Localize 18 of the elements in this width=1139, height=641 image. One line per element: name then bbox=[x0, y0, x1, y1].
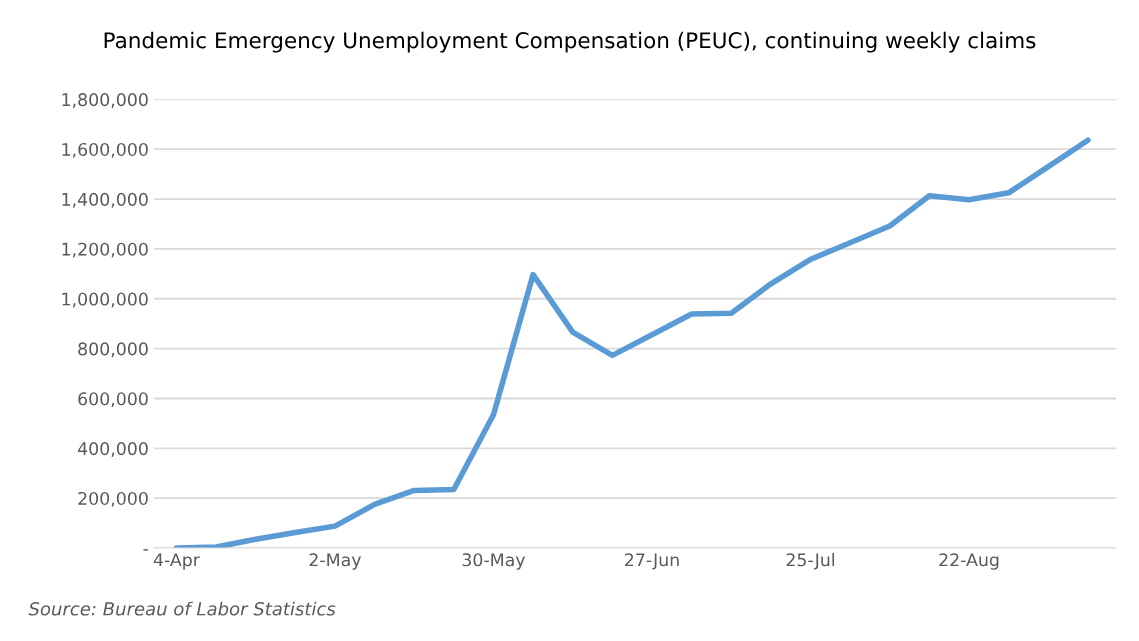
x-tick-label: 4-Apr bbox=[153, 553, 200, 570]
x-tick-label: 27-Jun bbox=[625, 553, 679, 570]
y-tick-label: 1,600,000 bbox=[62, 142, 148, 158]
y-tick-label: 1,000,000 bbox=[62, 292, 148, 308]
y-tick-label: - bbox=[143, 549, 149, 551]
y-tick-label: 600,000 bbox=[78, 392, 148, 408]
y-tick-label: 800,000 bbox=[78, 342, 148, 358]
y-tick-label: 200,000 bbox=[78, 491, 148, 507]
x-tick-label: 2-May bbox=[309, 553, 362, 570]
chart-title: Pandemic Emergency Unemployment Compensation (PEUC), continuing weekly claims bbox=[104, 31, 1036, 53]
x-tick-label: 30-May bbox=[462, 553, 526, 570]
y-tick-label: 1,400,000 bbox=[62, 192, 148, 208]
x-tick-label: 22-Aug bbox=[939, 553, 999, 570]
y-tick-label: 1,800,000 bbox=[62, 93, 148, 108]
source-note: Source: Bureau of Labor Statistics bbox=[28, 601, 336, 616]
x-tick-label: 25-Jul bbox=[786, 552, 835, 570]
y-tick-label: 400,000 bbox=[77, 442, 148, 457]
y-tick-label: 1,200,000 bbox=[62, 242, 148, 258]
